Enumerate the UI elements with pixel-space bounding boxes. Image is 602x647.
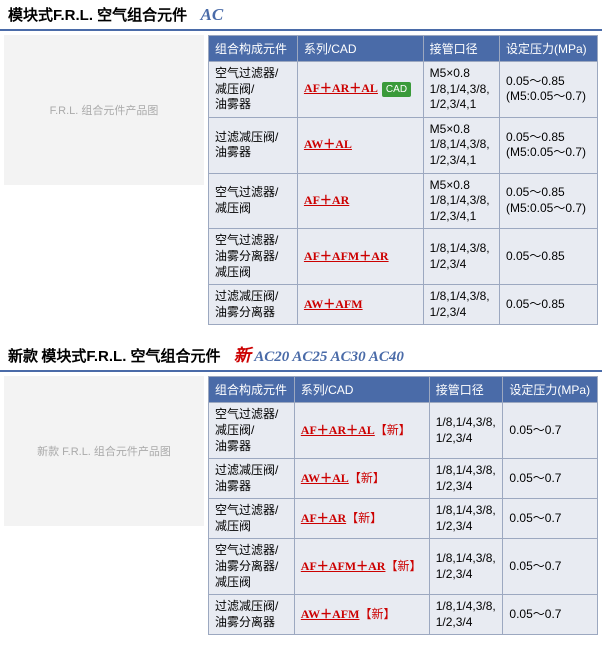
table-header-row: 组合构成元件 系列/CAD 接管口径 设定压力(MPa) [209, 377, 598, 403]
cell-series: AF＋AR [297, 173, 423, 229]
cell-pressure: 0.05～0.7 [503, 595, 598, 635]
new-badge: 【新】 [375, 423, 411, 437]
cell-series: AW＋AL【新】 [294, 459, 429, 499]
table-row: 过滤减压阀/油雾分离器AW＋AFM【新】1/8,1/4,3/8,1/2,3/40… [209, 595, 598, 635]
product-image-2: 新款 F.R.L. 组合元件产品图 [4, 376, 204, 526]
table-row: 空气过滤器/油雾分离器/减压阀 AF＋AFM＋AR 1/8,1/4,3/8,1/2,… [209, 229, 598, 285]
new-badge: 【新】 [346, 511, 382, 525]
cell-port: 1/8,1/4,3/8,1/2,3/4 [423, 285, 499, 325]
cell-component: 过滤减压阀/油雾器 [209, 459, 295, 499]
image-placeholder-1: F.R.L. 组合元件产品图 [40, 92, 169, 128]
cell-port: M5×0.81/8,1/4,3/8,1/2,3/4,1 [423, 62, 499, 118]
cell-series: AF＋AR【新】 [294, 499, 429, 539]
cell-series: AF＋AFM＋AR [297, 229, 423, 285]
title-prefix-2: 新款 [8, 348, 38, 365]
cell-pressure: 0.05～0.85(M5:0.05～0.7) [499, 117, 597, 173]
series-link[interactable]: AF＋AR [304, 193, 349, 207]
title-bar-1: 模块式F.R.L. 空气组合元件 AC [0, 0, 602, 31]
th-pressure: 设定压力(MPa) [503, 377, 598, 403]
th-port: 接管口径 [429, 377, 503, 403]
series-link[interactable]: AF＋AR＋AL [304, 81, 378, 95]
cell-component: 过滤减压阀/油雾分离器 [209, 595, 295, 635]
cell-pressure: 0.05～0.7 [503, 403, 598, 459]
th-series: 系列/CAD [297, 36, 423, 62]
th-component: 组合构成元件 [209, 377, 295, 403]
table-row: 空气过滤器/减压阀/油雾器 AF＋AR＋AL CAD M5×0.81/8,1/4,3/… [209, 62, 598, 118]
new-badge: 【新】 [359, 607, 395, 621]
cell-port: 1/8,1/4,3/8,1/2,3/4 [423, 229, 499, 285]
table-row: 空气过滤器/减压阀AF＋AR【新】1/8,1/4,3/8,1/2,3/40.05… [209, 499, 598, 539]
cell-port: 1/8,1/4,3/8,1/2,3/4 [429, 539, 503, 595]
cell-component: 过滤减压阀/油雾器 [209, 117, 298, 173]
cell-port: 1/8,1/4,3/8,1/2,3/4 [429, 403, 503, 459]
th-port: 接管口径 [423, 36, 499, 62]
th-series: 系列/CAD [294, 377, 429, 403]
series-link[interactable]: AW＋AL [301, 471, 349, 485]
spec-table-1: 组合构成元件 系列/CAD 接管口径 设定压力(MPa) 空气过滤器/减压阀/油… [208, 35, 598, 325]
cell-component: 空气过滤器/油雾分离器/减压阀 [209, 229, 298, 285]
cell-component: 空气过滤器/油雾分离器/减压阀 [209, 539, 295, 595]
title-models-2: AC20 AC25 AC30 AC40 [254, 349, 404, 365]
series-link[interactable]: AF＋AR＋AL [301, 423, 375, 437]
cell-component: 空气过滤器/减压阀/油雾器 [209, 62, 298, 118]
series-link[interactable]: AW＋AL [304, 137, 352, 151]
title-new-2: 新 [234, 346, 251, 365]
table-row: 过滤减压阀/油雾器AW＋AL【新】1/8,1/4,3/8,1/2,3/40.05… [209, 459, 598, 499]
cell-component: 空气过滤器/减压阀 [209, 173, 298, 229]
title-main-1: 模块式F.R.L. 空气组合元件 [8, 7, 187, 24]
cell-series: AF＋AR＋AL【新】 [294, 403, 429, 459]
content-row-2: 新款 F.R.L. 组合元件产品图 组合构成元件 系列/CAD 接管口径 设定压… [0, 372, 602, 639]
table-header-row: 组合构成元件 系列/CAD 接管口径 设定压力(MPa) [209, 36, 598, 62]
series-link[interactable]: AF＋AFM＋AR [304, 249, 389, 263]
section-ac-new: 新款 模块式F.R.L. 空气组合元件 新 AC20 AC25 AC30 AC4… [0, 337, 602, 639]
series-link[interactable]: AF＋AR [301, 511, 346, 525]
cell-pressure: 0.05～0.85 [499, 285, 597, 325]
table-row: 过滤减压阀/油雾器 AW＋AL M5×0.81/8,1/4,3/8,1/2,3/4,… [209, 117, 598, 173]
cell-component: 空气过滤器/减压阀/油雾器 [209, 403, 295, 459]
cell-series: AF＋AR＋AL CAD [297, 62, 423, 118]
cell-port: M5×0.81/8,1/4,3/8,1/2,3/4,1 [423, 173, 499, 229]
series-link[interactable]: AW＋AFM [301, 607, 360, 621]
cell-series: AW＋AL [297, 117, 423, 173]
table-row: 空气过滤器/减压阀/油雾器AF＋AR＋AL【新】1/8,1/4,3/8,1/2,… [209, 403, 598, 459]
cell-pressure: 0.05～0.7 [503, 539, 598, 595]
image-placeholder-2: 新款 F.R.L. 组合元件产品图 [27, 433, 181, 469]
cell-port: M5×0.81/8,1/4,3/8,1/2,3/4,1 [423, 117, 499, 173]
table-row: 空气过滤器/减压阀 AF＋AR M5×0.81/8,1/4,3/8,1/2,3/4,… [209, 173, 598, 229]
cell-pressure: 0.05～0.85(M5:0.05～0.7) [499, 173, 597, 229]
content-row-1: F.R.L. 组合元件产品图 组合构成元件 系列/CAD 接管口径 设定压力(M… [0, 31, 602, 329]
table-row: 空气过滤器/油雾分离器/减压阀AF＋AFM＋AR【新】1/8,1/4,3/8,1… [209, 539, 598, 595]
spec-table-2: 组合构成元件 系列/CAD 接管口径 设定压力(MPa) 空气过滤器/减压阀/油… [208, 376, 598, 635]
table-row: 过滤减压阀/油雾分离器 AW＋AFM 1/8,1/4,3/8,1/2,3/40.05… [209, 285, 598, 325]
cell-component: 空气过滤器/减压阀 [209, 499, 295, 539]
title-code-1: AC [201, 5, 224, 24]
cell-port: 1/8,1/4,3/8,1/2,3/4 [429, 595, 503, 635]
series-link[interactable]: AW＋AFM [304, 297, 363, 311]
title-bar-2: 新款 模块式F.R.L. 空气组合元件 新 AC20 AC25 AC30 AC4… [0, 337, 602, 372]
product-image-1: F.R.L. 组合元件产品图 [4, 35, 204, 185]
title-main-2: 模块式F.R.L. 空气组合元件 [41, 348, 220, 365]
cell-pressure: 0.05～0.85 [499, 229, 597, 285]
series-link[interactable]: AF＋AFM＋AR [301, 559, 386, 573]
cell-pressure: 0.05～0.85(M5:0.05～0.7) [499, 62, 597, 118]
cell-series: AW＋AFM【新】 [294, 595, 429, 635]
cell-series: AF＋AFM＋AR【新】 [294, 539, 429, 595]
th-pressure: 设定压力(MPa) [499, 36, 597, 62]
cell-series: AW＋AFM [297, 285, 423, 325]
section-ac: 模块式F.R.L. 空气组合元件 AC F.R.L. 组合元件产品图 组合构成元… [0, 0, 602, 329]
new-badge: 【新】 [349, 471, 385, 485]
cell-pressure: 0.05～0.7 [503, 499, 598, 539]
new-badge: 【新】 [385, 559, 421, 573]
cad-badge[interactable]: CAD [382, 82, 411, 97]
cell-component: 过滤减压阀/油雾分离器 [209, 285, 298, 325]
cell-port: 1/8,1/4,3/8,1/2,3/4 [429, 499, 503, 539]
cell-port: 1/8,1/4,3/8,1/2,3/4 [429, 459, 503, 499]
th-component: 组合构成元件 [209, 36, 298, 62]
cell-pressure: 0.05～0.7 [503, 459, 598, 499]
